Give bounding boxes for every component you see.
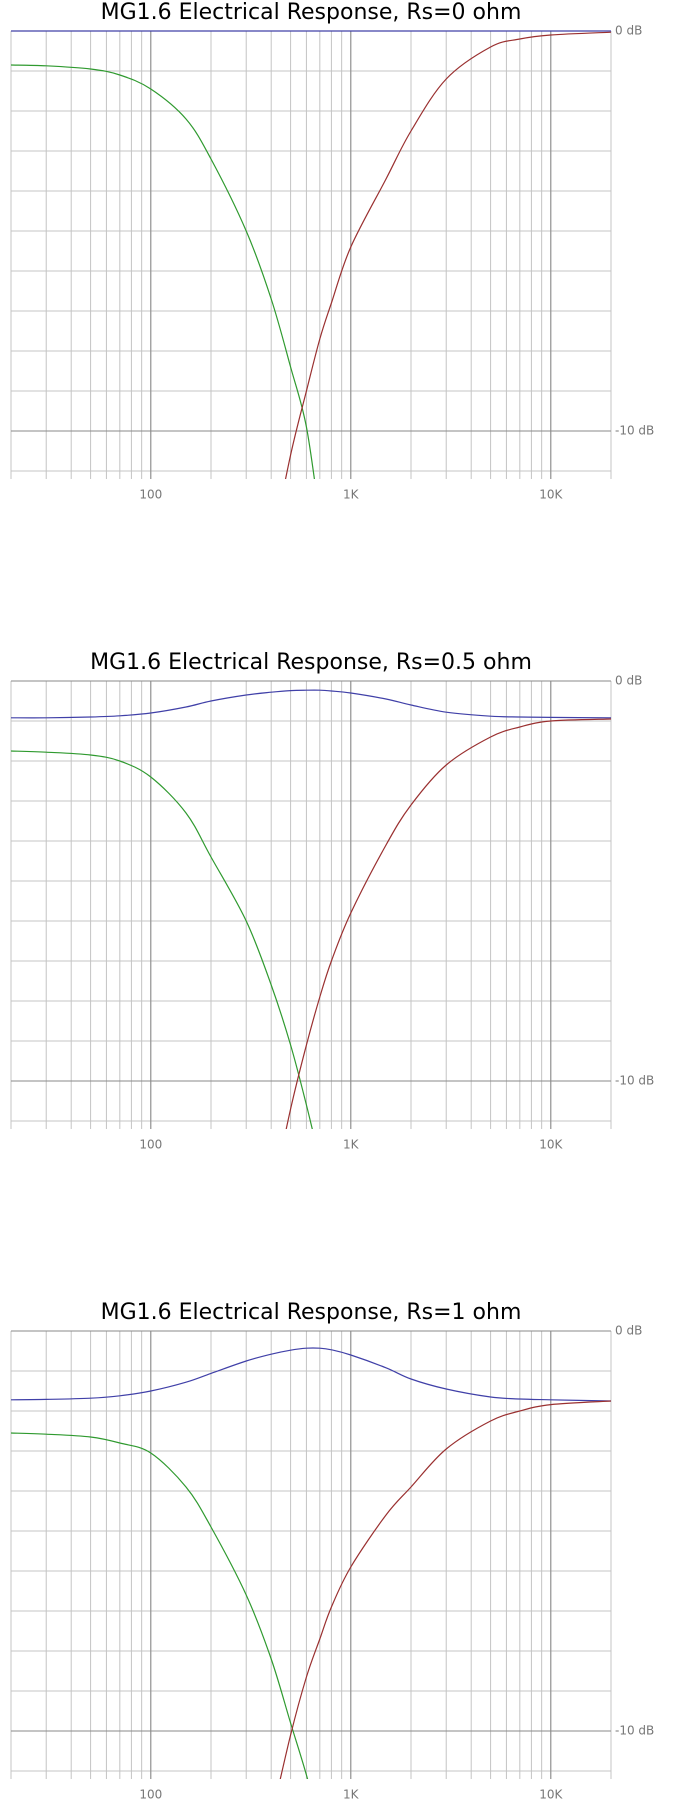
chart-title: MG1.6 Electrical Response, Rs=1 ohm [101, 1300, 522, 1325]
series-line [285, 718, 611, 1129]
x-tick-label: 1K [343, 488, 360, 502]
chart-title: MG1.6 Electrical Response, Rs=0.5 ohm [90, 650, 532, 675]
chart-title: MG1.6 Electrical Response, Rs=0 ohm [101, 0, 522, 25]
series-line [11, 1432, 309, 1779]
chart: MG1.6 Electrical Response, Rs=0.5 ohm 100… [10, 650, 654, 1152]
chart: MG1.6 Electrical Response, Rs=0 ohm 100 1K… [10, 0, 654, 502]
y-tick-label: 0 dB [615, 24, 642, 38]
y-tick-label: -10 dB [615, 1074, 654, 1088]
series-line [279, 1400, 611, 1779]
x-tick-label: 100 [139, 488, 162, 502]
x-tick-label: 100 [139, 1788, 162, 1800]
series-line [11, 1347, 611, 1402]
x-tick-label: 100 [139, 1138, 162, 1152]
x-tick-label: 10K [539, 1138, 563, 1152]
series-line [284, 31, 611, 479]
y-tick-label: -10 dB [615, 1724, 654, 1738]
y-tick-label: 0 dB [615, 674, 642, 688]
series-line [11, 750, 313, 1129]
series-line [11, 64, 316, 479]
y-tick-label: 0 dB [615, 1324, 642, 1338]
chart: MG1.6 Electrical Response, Rs=1 ohm 100 1K… [10, 1300, 654, 1800]
y-tick-label: -10 dB [615, 424, 654, 438]
x-tick-label: 10K [539, 1788, 563, 1800]
x-tick-label: 1K [343, 1788, 360, 1800]
x-tick-label: 1K [343, 1138, 360, 1152]
x-tick-label: 10K [539, 488, 563, 502]
series-line [11, 689, 611, 719]
